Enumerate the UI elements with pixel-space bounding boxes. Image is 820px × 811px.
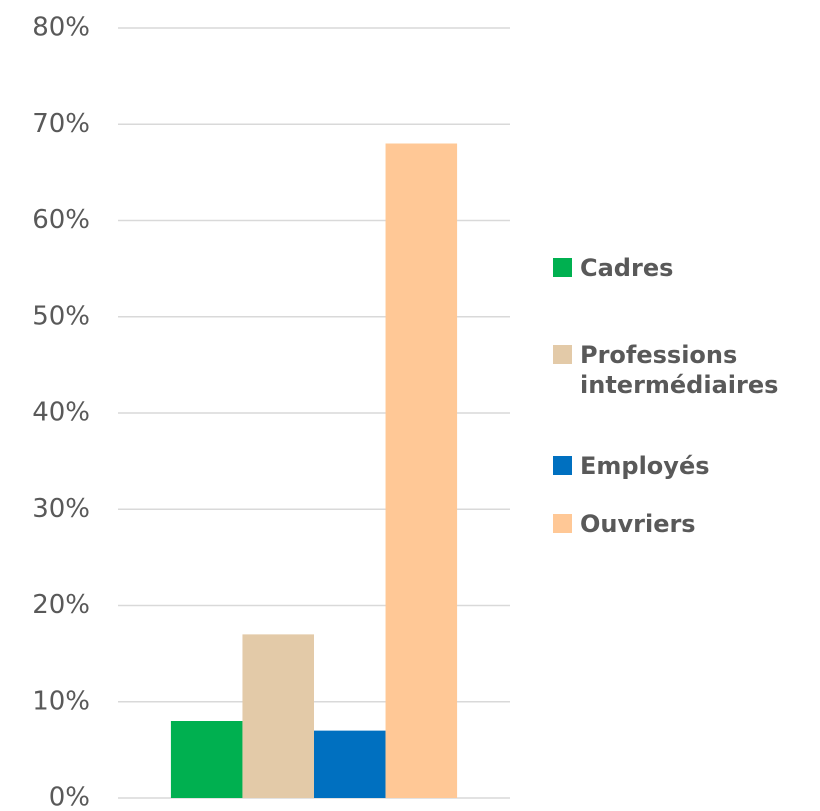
- y-tick-label: 0%: [49, 783, 90, 811]
- y-tick-label: 40%: [32, 398, 90, 428]
- y-tick-label: 50%: [32, 301, 90, 331]
- bar: [385, 143, 458, 798]
- legend-label: Professions intermédiaires: [580, 341, 779, 399]
- y-tick-label: 60%: [32, 205, 90, 235]
- legend-swatch: [553, 514, 572, 533]
- legend-item: Ouvriers: [553, 509, 815, 539]
- bar: [242, 634, 314, 798]
- legend-swatch: [553, 456, 572, 475]
- legend-label: Cadres: [580, 254, 674, 282]
- y-tick-label: 20%: [32, 590, 90, 620]
- legend-label: Employés: [580, 452, 710, 480]
- legend-swatch: [553, 258, 572, 277]
- y-tick-label: 70%: [32, 109, 90, 139]
- bar: [314, 730, 386, 798]
- legend-label: Ouvriers: [580, 510, 696, 538]
- y-tick-label: 10%: [32, 686, 90, 716]
- legend-swatch: [553, 345, 572, 364]
- bar: [170, 721, 243, 798]
- legend-item: Employés: [553, 451, 815, 481]
- legend-item: Professions intermédiaires: [553, 340, 815, 400]
- y-tick-label: 80%: [32, 13, 90, 43]
- y-tick-label: 30%: [32, 494, 90, 524]
- legend-item: Cadres: [553, 253, 815, 283]
